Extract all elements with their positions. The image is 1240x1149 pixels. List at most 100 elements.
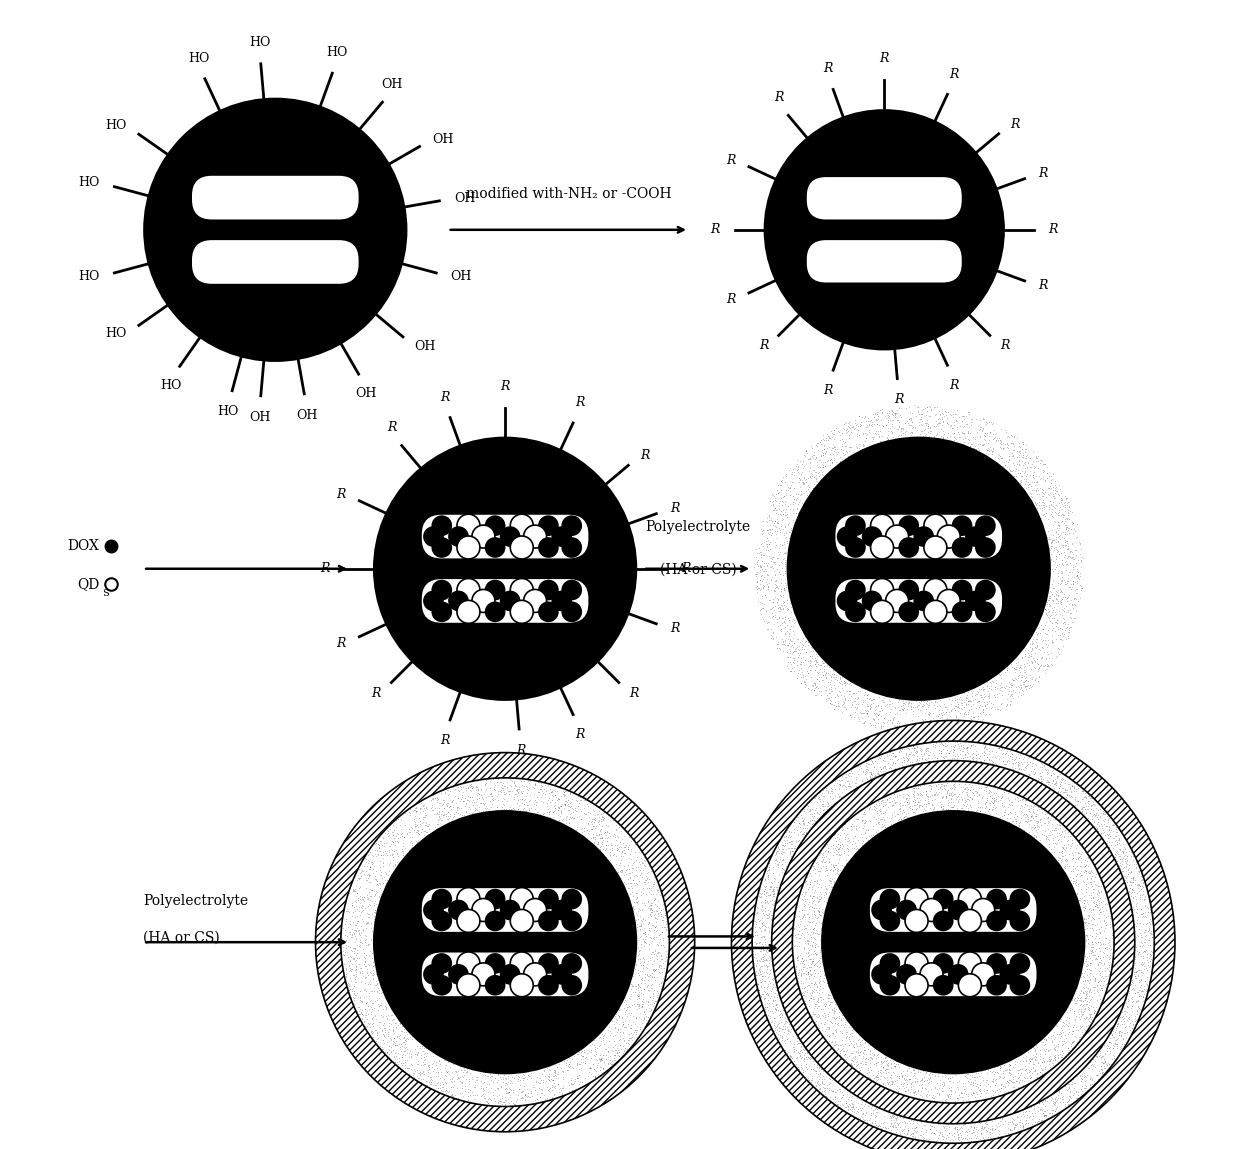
Point bbox=[1102, 828, 1122, 847]
Point bbox=[893, 1077, 913, 1095]
Point bbox=[1061, 1038, 1081, 1056]
Point bbox=[593, 1046, 613, 1064]
Point bbox=[786, 833, 806, 851]
Point bbox=[362, 1028, 382, 1047]
Point bbox=[420, 1075, 440, 1094]
Point bbox=[378, 1025, 398, 1043]
Point bbox=[637, 955, 657, 973]
Point bbox=[971, 1125, 991, 1143]
Point bbox=[800, 950, 820, 969]
Point bbox=[645, 909, 665, 927]
Point bbox=[450, 1089, 470, 1108]
Point bbox=[645, 981, 665, 1000]
Point bbox=[348, 948, 368, 966]
Point bbox=[914, 716, 934, 734]
Point bbox=[646, 992, 666, 1010]
Point bbox=[358, 996, 378, 1015]
Point bbox=[567, 1044, 587, 1063]
Point bbox=[1136, 923, 1156, 941]
Point bbox=[1085, 969, 1105, 987]
Point bbox=[906, 753, 926, 771]
Point bbox=[1056, 574, 1076, 593]
Point bbox=[647, 947, 667, 965]
Point bbox=[1038, 808, 1058, 826]
Point bbox=[817, 835, 837, 854]
Point bbox=[853, 1104, 873, 1123]
Circle shape bbox=[986, 974, 1007, 995]
Point bbox=[1025, 494, 1045, 512]
Point bbox=[997, 754, 1017, 772]
Point bbox=[872, 701, 892, 719]
Point bbox=[848, 708, 868, 726]
Point bbox=[419, 1066, 439, 1085]
Point bbox=[506, 777, 526, 795]
Point bbox=[795, 885, 815, 903]
Point bbox=[910, 791, 930, 809]
Point bbox=[1084, 1003, 1104, 1021]
Point bbox=[627, 884, 647, 902]
Point bbox=[756, 882, 776, 901]
Point bbox=[932, 707, 952, 725]
Point bbox=[763, 909, 782, 927]
Point bbox=[823, 425, 843, 444]
Point bbox=[441, 800, 461, 818]
Point bbox=[872, 818, 892, 836]
Point bbox=[629, 1008, 649, 1026]
Point bbox=[846, 419, 866, 438]
Point bbox=[657, 953, 677, 971]
Point bbox=[913, 1128, 932, 1147]
Point bbox=[846, 843, 866, 862]
Point bbox=[1122, 867, 1142, 886]
Point bbox=[796, 965, 816, 984]
Point bbox=[432, 1080, 451, 1098]
Point bbox=[1066, 794, 1086, 812]
Point bbox=[379, 1020, 399, 1039]
Point bbox=[419, 819, 439, 838]
Point bbox=[940, 1093, 960, 1111]
Point bbox=[379, 840, 399, 858]
Point bbox=[965, 1118, 985, 1136]
Point bbox=[988, 1080, 1008, 1098]
Point bbox=[779, 827, 799, 846]
Point bbox=[791, 1036, 811, 1055]
Point bbox=[812, 1020, 832, 1039]
Point bbox=[507, 784, 527, 802]
Point bbox=[510, 797, 529, 816]
Point bbox=[635, 873, 655, 892]
Point bbox=[625, 876, 645, 894]
Point bbox=[972, 697, 992, 716]
Point bbox=[1117, 861, 1137, 879]
Point bbox=[920, 1119, 940, 1138]
Point bbox=[542, 1088, 562, 1106]
Point bbox=[1068, 848, 1087, 866]
Circle shape bbox=[562, 580, 582, 601]
Point bbox=[833, 432, 853, 450]
Point bbox=[642, 942, 662, 961]
Point bbox=[857, 754, 877, 772]
Point bbox=[570, 791, 590, 809]
Point bbox=[816, 444, 836, 462]
Point bbox=[782, 460, 802, 478]
Point bbox=[1079, 863, 1099, 881]
Point bbox=[598, 1054, 618, 1072]
Point bbox=[945, 779, 965, 797]
Point bbox=[825, 825, 844, 843]
Point bbox=[1061, 849, 1081, 867]
Point bbox=[868, 1067, 888, 1086]
Point bbox=[812, 456, 832, 475]
Point bbox=[1068, 566, 1087, 585]
Point bbox=[1071, 1080, 1091, 1098]
Point bbox=[363, 894, 383, 912]
Point bbox=[894, 1070, 914, 1088]
Point bbox=[1080, 948, 1100, 966]
Point bbox=[1042, 1101, 1061, 1119]
Point bbox=[399, 840, 419, 858]
Point bbox=[1019, 800, 1039, 818]
Point bbox=[1009, 455, 1029, 473]
Point bbox=[482, 1084, 502, 1102]
Point bbox=[1063, 574, 1083, 593]
Point bbox=[1063, 1021, 1083, 1040]
Point bbox=[1018, 672, 1038, 691]
Point bbox=[815, 665, 835, 684]
Point bbox=[805, 930, 825, 948]
